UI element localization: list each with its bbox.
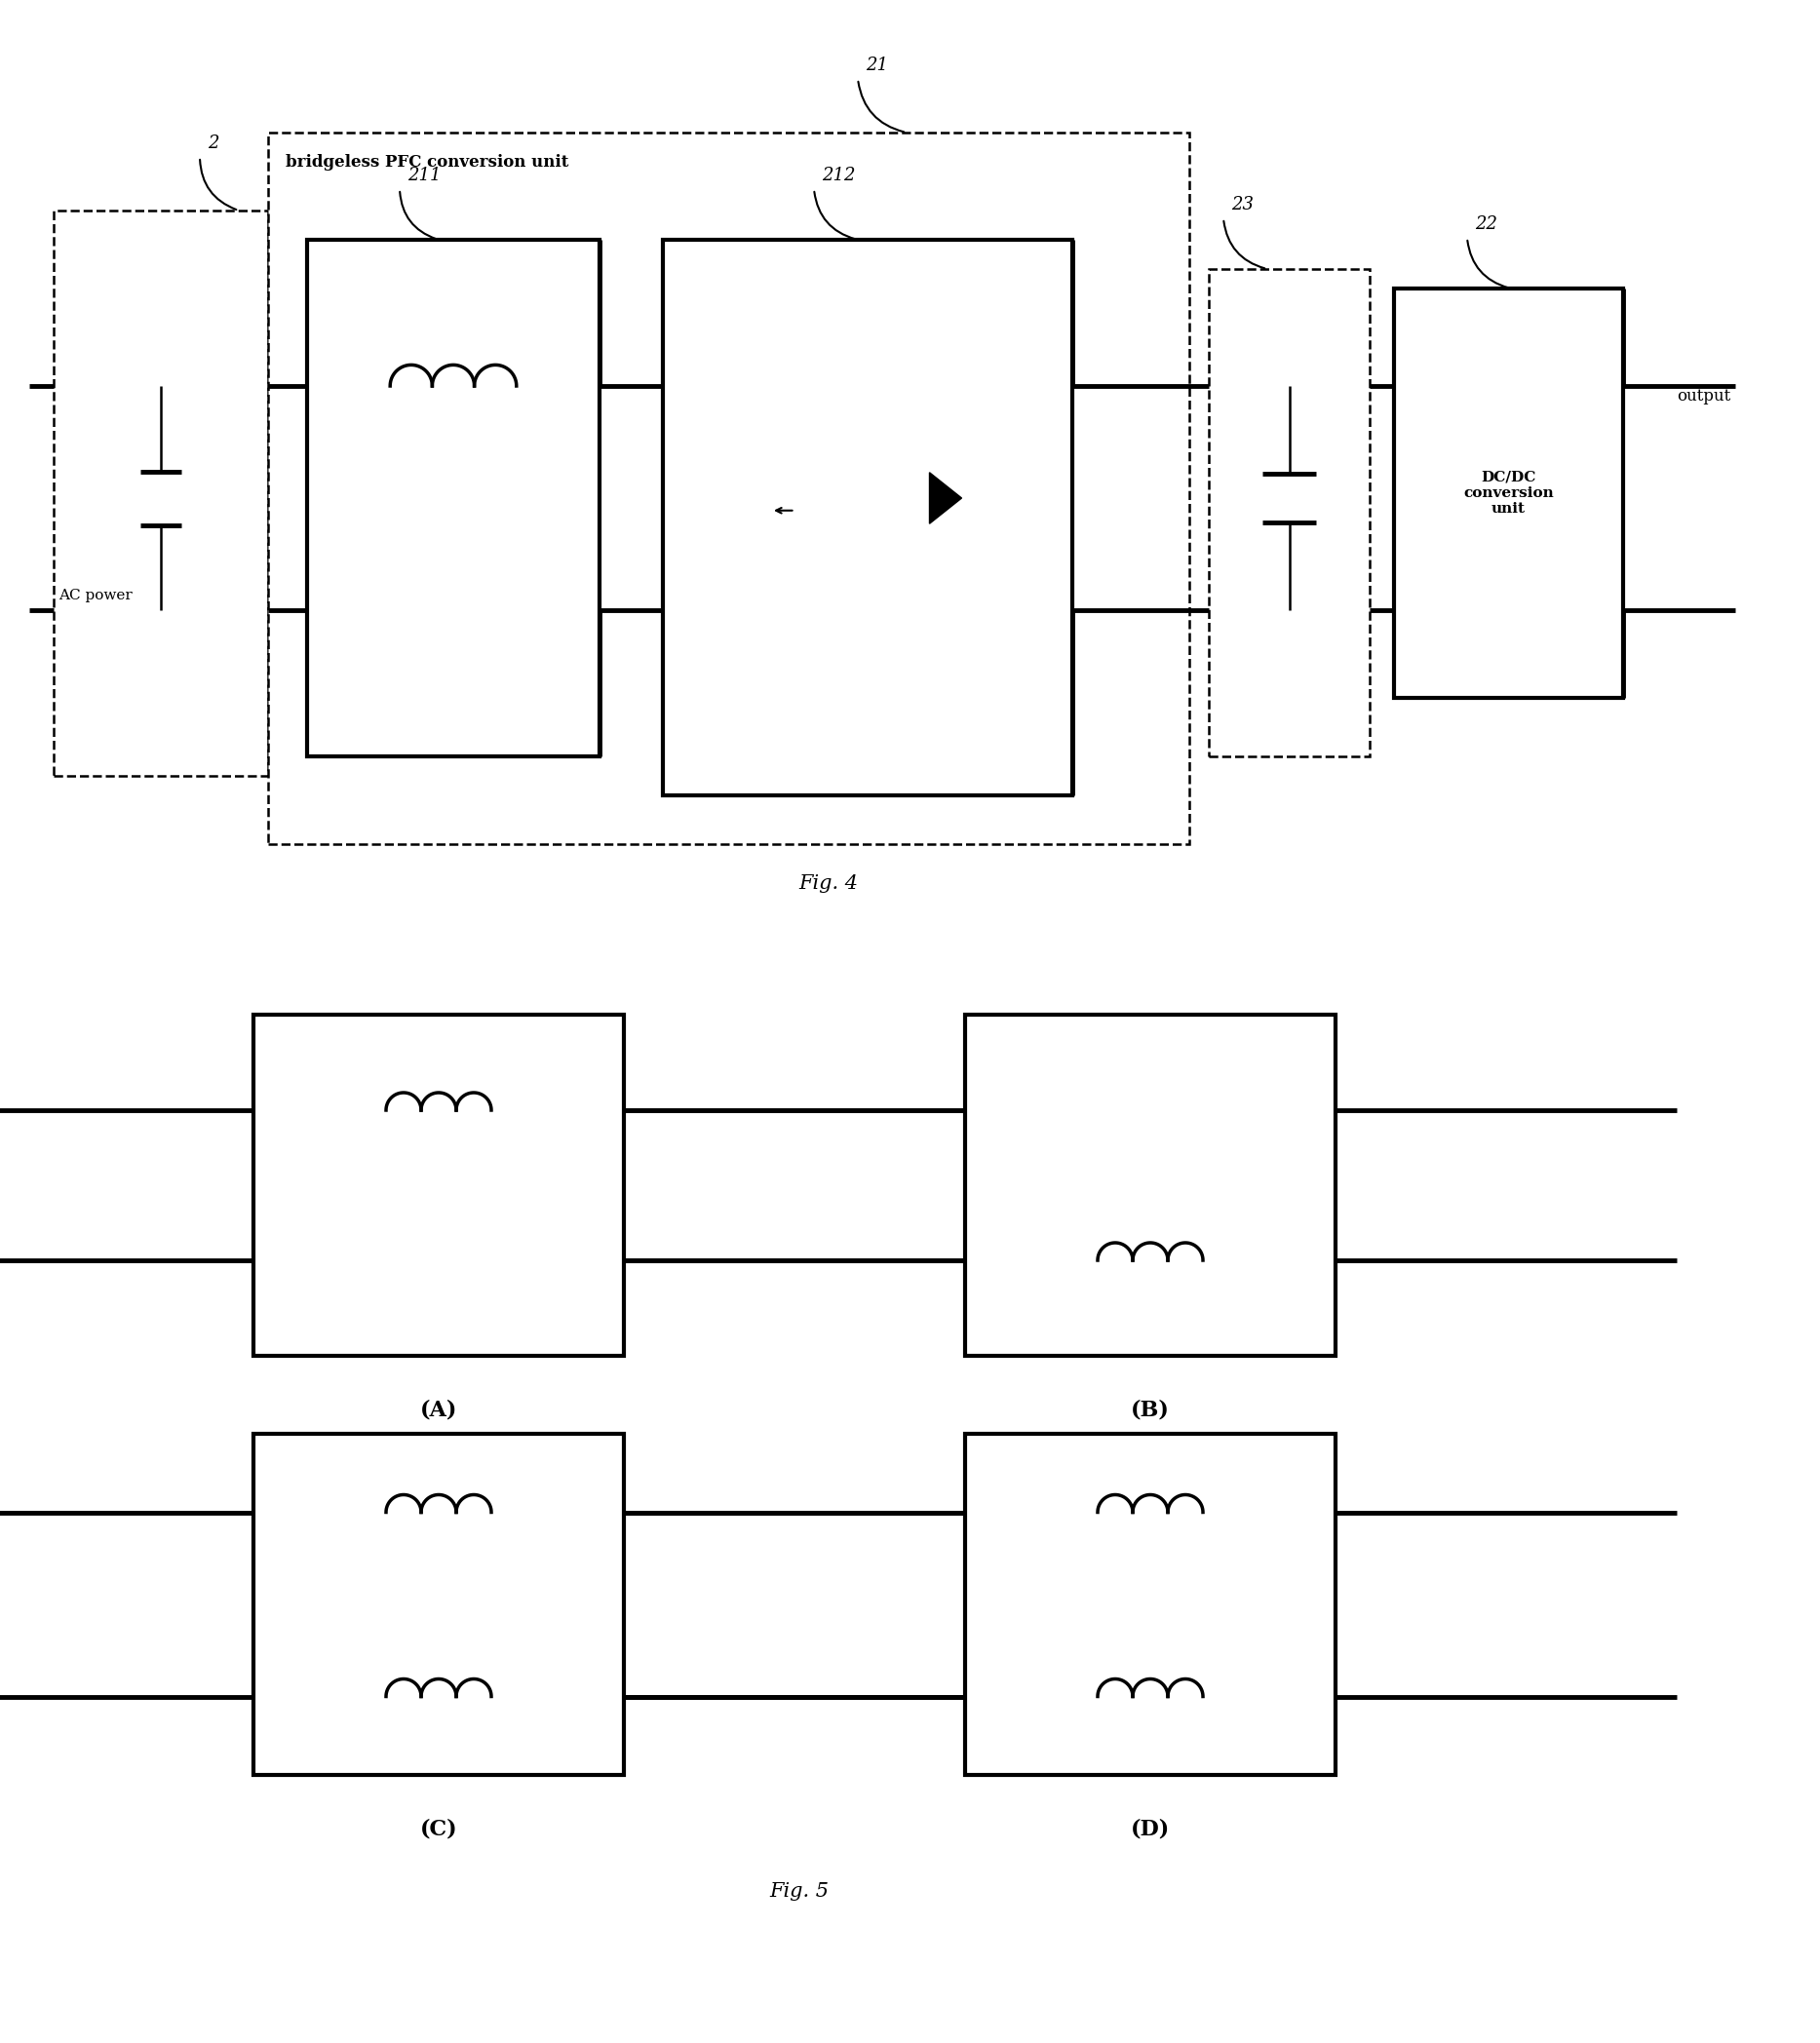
Text: 21: 21 (866, 57, 888, 74)
Bar (965, 1434, 1336, 1775)
Text: bridgeless PFC conversion unit: bridgeless PFC conversion unit (286, 153, 568, 170)
Bar (965, 1015, 1336, 1357)
Text: (D): (D) (1130, 1818, 1170, 1841)
Text: 212: 212 (823, 168, 855, 184)
Bar (1208, 270, 1370, 756)
Text: (A): (A) (420, 1399, 457, 1422)
Polygon shape (930, 472, 961, 523)
Text: 2: 2 (207, 135, 218, 151)
Bar (662, 239, 1072, 795)
Text: Fig. 5: Fig. 5 (770, 1884, 830, 1902)
Text: (C): (C) (420, 1818, 457, 1841)
Bar (253, 1434, 624, 1775)
Text: 211: 211 (408, 168, 440, 184)
Text: 22: 22 (1474, 215, 1498, 233)
Text: 23: 23 (1230, 196, 1254, 212)
Bar (53, 210, 268, 776)
Text: AC power: AC power (58, 588, 133, 603)
Bar (253, 1015, 624, 1357)
Bar (308, 239, 599, 756)
Bar (1394, 288, 1623, 699)
Text: (B): (B) (1130, 1399, 1170, 1422)
Text: DC/DC
conversion
unit: DC/DC conversion unit (1463, 470, 1554, 515)
Text: output: output (1676, 388, 1731, 405)
Bar (268, 133, 1188, 844)
Text: Fig. 4: Fig. 4 (799, 874, 859, 893)
